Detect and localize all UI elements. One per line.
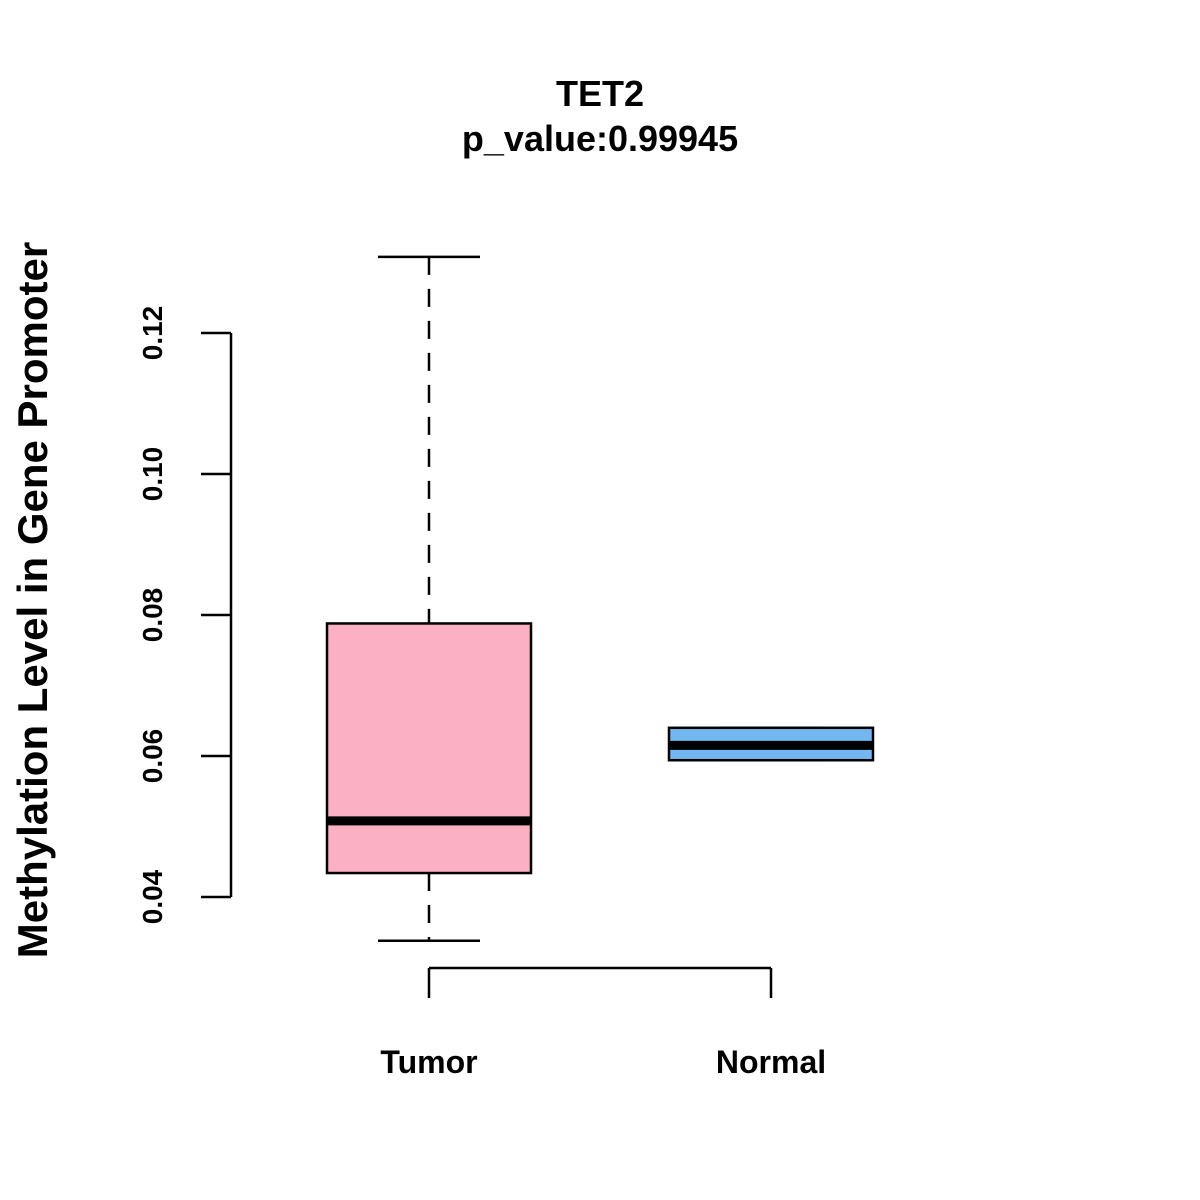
y-axis-label: Methylation Level in Gene Promoter — [9, 242, 56, 958]
boxes — [325, 255, 875, 942]
box-group-normal — [667, 726, 875, 762]
chart-title: TET2 — [556, 73, 644, 114]
y-tick-label: 0.08 — [137, 588, 168, 643]
y-tick-label: 0.04 — [137, 869, 168, 924]
y-axis: 0.04 0.06 0.08 0.10 0.12 — [137, 306, 233, 924]
box-iqr — [325, 622, 533, 875]
x-tick-label: Tumor — [380, 1044, 477, 1080]
y-tick-label: 0.12 — [137, 306, 168, 361]
box-group-tumor — [325, 255, 533, 942]
y-tick-label: 0.06 — [137, 729, 168, 784]
x-axis: Tumor Normal — [380, 966, 826, 1080]
x-tick-label: Normal — [716, 1044, 826, 1080]
y-tick-label: 0.10 — [137, 447, 168, 502]
chart-subtitle: p_value:0.99945 — [462, 118, 738, 159]
